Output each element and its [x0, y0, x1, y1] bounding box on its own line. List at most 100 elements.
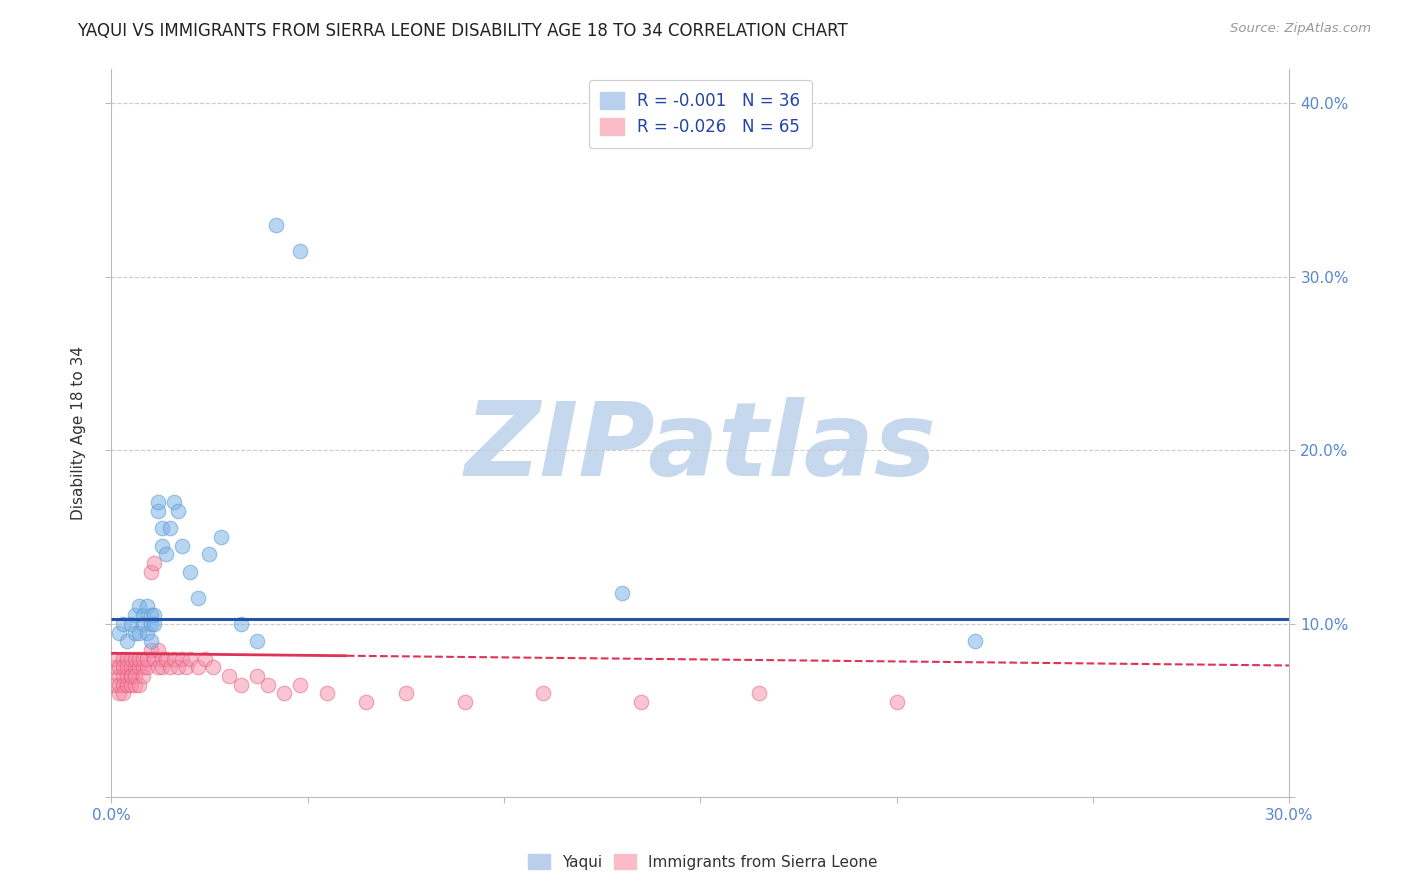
Point [148, 495, 170, 509]
Point [108, 625, 131, 640]
Point [128, 599, 150, 614]
Point [124, 651, 146, 665]
Point [120, 651, 142, 665]
Point [163, 651, 186, 665]
Point [630, 695, 652, 709]
Point [135, 625, 157, 640]
Point [257, 677, 280, 691]
Point [273, 686, 295, 700]
Point [159, 660, 181, 674]
Point [143, 608, 166, 623]
Point [143, 616, 166, 631]
Point [155, 548, 177, 562]
Point [115, 669, 138, 683]
Point [167, 504, 190, 518]
Point [139, 634, 162, 648]
Point [108, 660, 131, 674]
Point [124, 625, 146, 640]
Point [124, 608, 146, 623]
Point [111, 686, 134, 700]
Point [163, 495, 186, 509]
Point [104, 660, 127, 674]
Point [174, 660, 197, 674]
Point [120, 660, 142, 674]
Point [209, 530, 232, 544]
Point [150, 660, 173, 674]
Point [748, 686, 770, 700]
Point [139, 565, 162, 579]
Text: Source: ZipAtlas.com: Source: ZipAtlas.com [1230, 22, 1371, 36]
Point [111, 660, 134, 674]
Point [194, 651, 217, 665]
Y-axis label: Disability Age 18 to 34: Disability Age 18 to 34 [72, 346, 86, 520]
Point [131, 616, 153, 631]
Legend: Yaqui, Immigrants from Sierra Leone: Yaqui, Immigrants from Sierra Leone [520, 846, 886, 877]
Point [264, 218, 287, 232]
Point [135, 651, 157, 665]
Point [159, 521, 181, 535]
Point [124, 677, 146, 691]
Point [120, 616, 142, 631]
Point [245, 669, 267, 683]
Point [886, 695, 908, 709]
Point [288, 677, 311, 691]
Text: YAQUI VS IMMIGRANTS FROM SIERRA LEONE DISABILITY AGE 18 TO 34 CORRELATION CHART: YAQUI VS IMMIGRANTS FROM SIERRA LEONE DI… [77, 22, 848, 40]
Point [395, 686, 418, 700]
Point [131, 660, 153, 674]
Point [128, 625, 150, 640]
Point [187, 591, 209, 605]
Point [218, 669, 240, 683]
Point [115, 660, 138, 674]
Point [131, 669, 153, 683]
Point [179, 565, 201, 579]
Point [104, 651, 127, 665]
Point [135, 660, 157, 674]
Point [135, 599, 157, 614]
Point [115, 634, 138, 648]
Point [170, 651, 193, 665]
Point [115, 677, 138, 691]
Text: ZIPatlas: ZIPatlas [464, 397, 936, 498]
Point [124, 669, 146, 683]
Point [128, 660, 150, 674]
Point [148, 660, 170, 674]
Point [356, 695, 378, 709]
Point [148, 643, 170, 657]
Point [120, 669, 142, 683]
Point [198, 548, 221, 562]
Point [531, 686, 554, 700]
Point [229, 616, 252, 631]
Point [128, 677, 150, 691]
Point [115, 651, 138, 665]
Point [111, 677, 134, 691]
Point [170, 539, 193, 553]
Point [187, 660, 209, 674]
Point [108, 669, 131, 683]
Point [179, 651, 201, 665]
Point [150, 539, 173, 553]
Legend: R = -0.001   N = 36, R = -0.026   N = 65: R = -0.001 N = 36, R = -0.026 N = 65 [589, 80, 811, 148]
Point [229, 677, 252, 691]
Point [245, 634, 267, 648]
Point [288, 244, 311, 258]
Point [965, 634, 987, 648]
Point [128, 651, 150, 665]
Point [124, 660, 146, 674]
Point [120, 677, 142, 691]
Point [139, 616, 162, 631]
Point [131, 651, 153, 665]
Point [453, 695, 475, 709]
Point [111, 669, 134, 683]
Point [150, 651, 173, 665]
Point [610, 585, 633, 599]
Point [111, 616, 134, 631]
Point [120, 669, 142, 683]
Point [108, 677, 131, 691]
Point [104, 677, 127, 691]
Point [167, 660, 190, 674]
Point [155, 651, 177, 665]
Point [139, 608, 162, 623]
Point [316, 686, 339, 700]
Point [111, 651, 134, 665]
Point [148, 504, 170, 518]
